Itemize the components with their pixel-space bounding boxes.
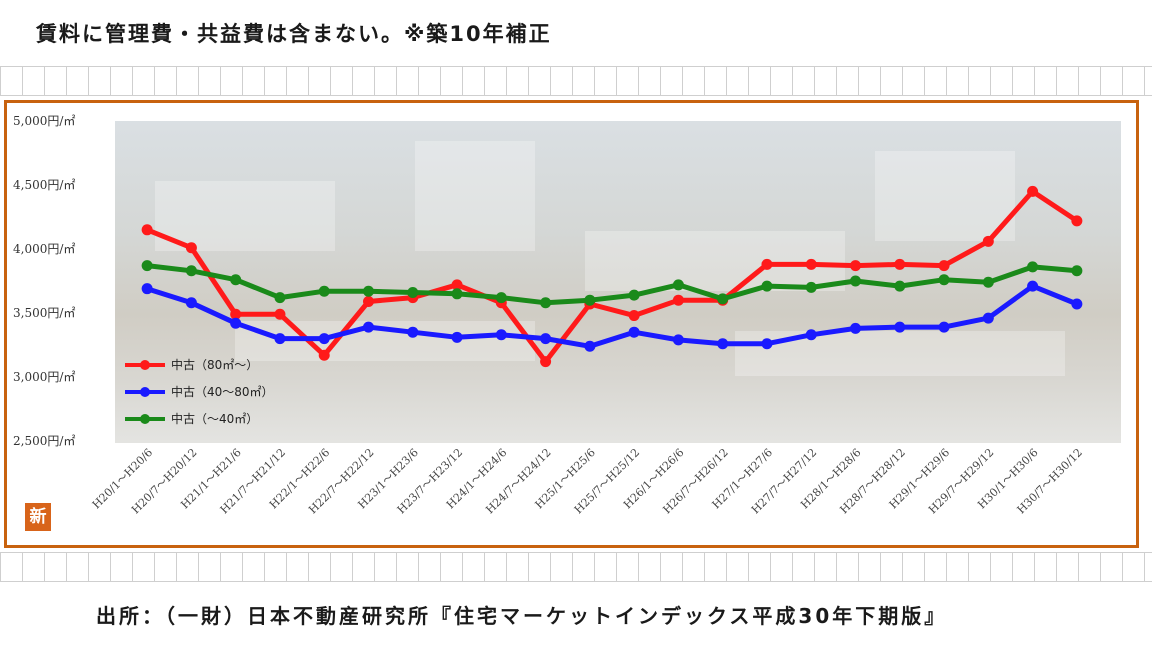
data-point [495,292,507,304]
data-point [274,333,286,345]
series-line-3 [144,263,1080,306]
data-point [318,333,330,345]
data-point [761,280,773,292]
data-point [982,312,994,324]
data-point [982,276,994,288]
y-tick-label: 5,000円/㎡ [13,114,75,128]
data-point [761,338,773,350]
data-point [363,285,374,297]
data-point [1071,298,1083,310]
data-point [1027,185,1039,197]
data-point [540,333,552,345]
grid-strip-top [0,66,1152,96]
data-point [407,326,419,338]
data-point [141,224,153,236]
data-point [318,349,330,361]
series-line-1 [144,188,1080,365]
data-point [141,260,153,272]
data-point [141,283,153,295]
data-point [805,329,817,341]
data-point [850,260,861,272]
data-point [717,338,729,350]
data-point [185,242,197,254]
data-point [628,289,640,301]
data-point [938,321,950,333]
data-point [805,281,817,293]
y-tick-label: 4,500円/㎡ [13,178,75,192]
data-point [894,280,906,292]
data-point [1071,215,1083,227]
data-point [584,294,596,306]
data-point [938,260,950,272]
legend-label: 中古（40～80㎡） [171,384,274,399]
data-point [451,331,463,343]
data-point [451,279,463,291]
legend-marker [140,387,150,397]
data-point [982,235,994,247]
legend-label: 中古（80㎡～） [171,357,258,372]
header-note: 賃料に管理費・共益費は含まない。※築10年補正 [36,22,552,46]
data-point [185,297,197,309]
data-point [1071,265,1083,277]
data-point [363,321,374,333]
data-point [318,285,330,297]
data-point [363,295,374,307]
data-point [850,322,861,334]
data-point [274,292,286,304]
data-point [628,326,640,338]
data-point [185,265,197,277]
line-chart: 5,000円/㎡ 4,500円/㎡ 4,000円/㎡ 3,500円/㎡ 3,000円/㎡… [13,114,1085,516]
data-point [230,308,242,320]
data-point [451,288,463,300]
legend-marker [140,360,150,370]
data-point [274,308,286,320]
legend-label: 中古（～40㎡） [171,411,258,426]
data-point [672,279,684,291]
data-point [540,297,552,309]
new-badge: 新 [25,503,51,531]
data-point [407,287,419,299]
data-point [628,310,640,322]
source-note: 出所：（一財）日本不動産研究所『住宅マーケットインデックス平成30年下期版』 [96,604,948,628]
data-point [584,340,596,352]
legend-marker [140,414,150,424]
data-point [938,274,950,286]
grid-strip-bottom [0,552,1152,582]
data-point [230,317,242,329]
data-point [1027,261,1039,273]
y-tick-label: 2,500円/㎡ [13,434,75,448]
data-point [805,258,817,270]
y-tick-label: 4,000円/㎡ [13,242,75,256]
y-tick-label: 3,000円/㎡ [13,370,75,384]
data-point [894,258,906,270]
data-point [1027,280,1039,292]
data-point [850,275,861,287]
data-point [894,321,906,333]
series-line-2 [144,283,1080,349]
data-point [230,274,242,286]
data-point [717,293,729,305]
data-point [540,356,552,368]
data-point [495,329,507,341]
data-point [672,294,684,306]
y-tick-label: 3,500円/㎡ [13,306,75,320]
chart-frame: 5,000円/㎡ 4,500円/㎡ 4,000円/㎡ 3,500円/㎡ 3,000円/㎡… [4,100,1139,548]
data-point [761,258,773,270]
data-point [672,334,684,346]
